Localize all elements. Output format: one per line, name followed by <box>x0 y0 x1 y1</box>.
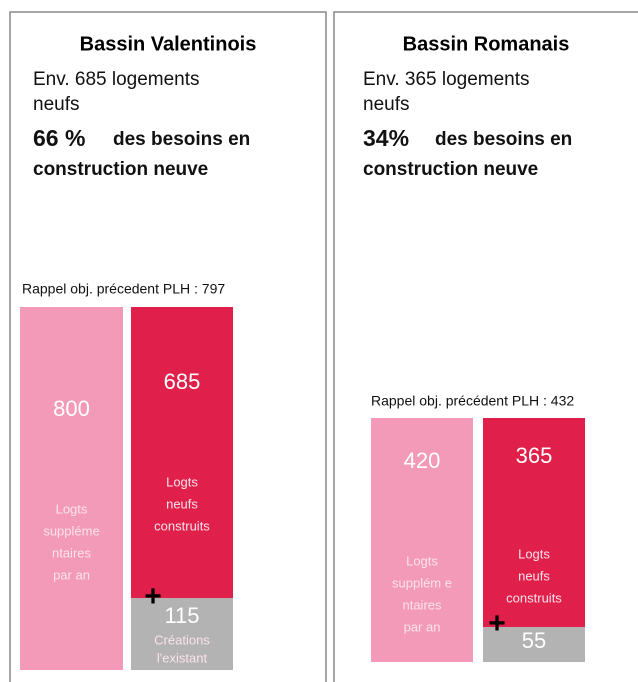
panel-title: Bassin Valentinois <box>80 33 257 55</box>
bar-label: par an <box>53 567 90 582</box>
bar-label: Logts <box>56 501 88 516</box>
bar-label: par an <box>404 619 441 634</box>
panel-border <box>333 11 638 682</box>
share: 34% <box>363 125 409 151</box>
bar-label: ntaires <box>402 597 442 612</box>
bar-label: Logts <box>406 553 438 568</box>
bar-value: 55 <box>522 628 546 653</box>
panel-border <box>9 11 327 682</box>
bar-label: Logts <box>518 546 550 561</box>
bar-value: 685 <box>164 369 201 394</box>
panel-title: Bassin Romanais <box>403 33 570 55</box>
bar-label: construits <box>154 518 210 533</box>
bar-label: neufs <box>166 496 198 511</box>
share-text: des besoins en <box>113 129 250 150</box>
summary-line: Env. 685 logements <box>33 69 200 90</box>
bar-label: Créations <box>154 632 210 647</box>
bar-value: 800 <box>53 396 90 421</box>
bar-label: suppléme <box>43 523 99 538</box>
reminder: Rappel obj. précédent PLH : 432 <box>371 393 574 409</box>
summary-line: Env. 365 logements <box>363 69 530 90</box>
bar <box>20 307 123 670</box>
summary-line: neufs <box>363 94 409 115</box>
bar <box>483 418 585 627</box>
plus-sign: + <box>144 580 162 613</box>
bar-label: construits <box>506 590 562 605</box>
bar-label: ntaires <box>52 545 92 560</box>
summary-line: neufs <box>33 94 79 115</box>
bar <box>371 418 473 662</box>
share: 66 % <box>33 125 85 151</box>
bar-label: neufs <box>518 568 550 583</box>
bar <box>131 307 233 598</box>
share-text: construction neuve <box>33 159 208 180</box>
bar <box>483 627 585 662</box>
reminder: Rappel obj. précedent PLH : 797 <box>22 281 225 297</box>
bar-label: Logts <box>166 474 198 489</box>
bar-value: 365 <box>516 443 553 468</box>
plus-sign: + <box>488 607 506 640</box>
share-text: des besoins en <box>435 129 572 150</box>
bar-value: 115 <box>164 603 199 628</box>
bar-label: l'existant <box>157 650 208 665</box>
bar-value: 420 <box>404 448 441 473</box>
share-text: construction neuve <box>363 159 538 180</box>
bar <box>131 598 233 670</box>
bar-label: supplém e <box>392 575 452 590</box>
